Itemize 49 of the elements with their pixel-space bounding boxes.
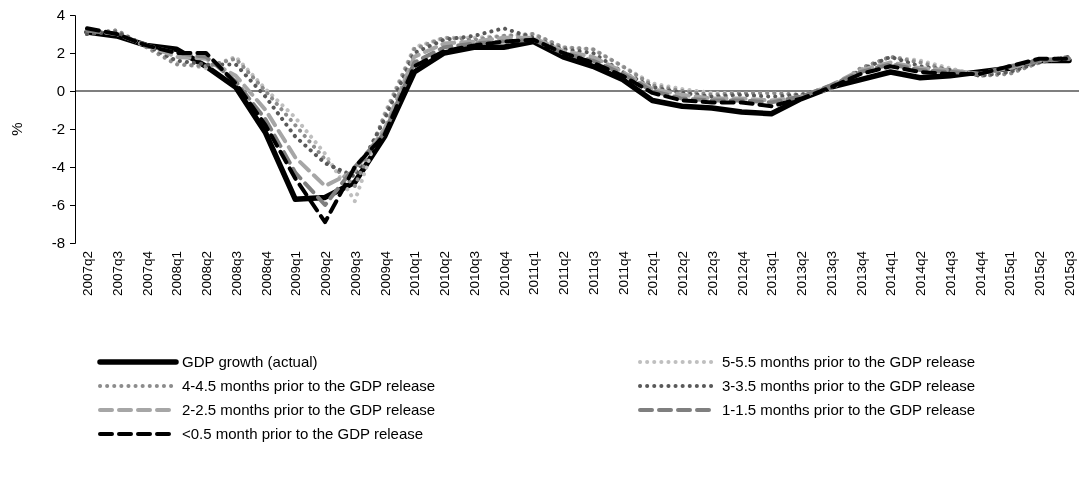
legend-label: 3-3.5 months prior to the GDP release: [722, 377, 976, 395]
x-tick-label: 2012q4: [734, 250, 750, 297]
legend-label: GDP growth (actual): [182, 353, 318, 371]
x-tick-label: 2007q4: [139, 250, 155, 297]
x-tick-label: 2013q2: [794, 251, 810, 297]
x-tick-label: 2015q1: [1002, 251, 1018, 297]
x-tick-label: 2014q3: [942, 251, 958, 297]
x-tick-label: 2014q2: [913, 251, 929, 297]
x-tick-label: 2007q2: [80, 251, 95, 297]
x-tick-label: 2007q3: [109, 251, 125, 297]
x-tick-label: 2009q1: [288, 251, 304, 297]
x-tick-label: 2009q2: [318, 251, 334, 297]
legend-label: <0.5 month prior to the GDP release: [182, 425, 424, 443]
x-tick-label: 2012q2: [675, 251, 691, 297]
x-tick-label: 2009q4: [377, 250, 393, 297]
x-tick-label: 2015q2: [1032, 251, 1048, 297]
x-tick-label: 2008q3: [228, 251, 244, 297]
x-tick-label: 2011q2: [556, 251, 572, 296]
x-tick-label: 2013q1: [764, 251, 780, 297]
y-tick-label: -2: [51, 120, 65, 138]
x-tick-label: 2010q3: [466, 251, 482, 297]
y-tick-label: -6: [51, 196, 65, 214]
x-tick-label: 2010q1: [407, 251, 423, 297]
y-tick-label: 2: [56, 44, 65, 62]
x-tick-label: 2009q3: [347, 251, 363, 297]
legend-label: 2-2.5 months prior to the GDP release: [182, 401, 436, 419]
x-tick-label: 2013q4: [853, 250, 869, 297]
y-tick-label: 4: [56, 6, 65, 24]
x-tick-label: 2014q1: [883, 251, 899, 297]
legend-label: 4-4.5 months prior to the GDP release: [182, 377, 436, 395]
y-axis-title: %: [8, 122, 25, 136]
x-tick-label: 2011q1: [526, 251, 542, 296]
x-tick-label: 2008q1: [169, 251, 185, 297]
legend-label: 5-5.5 months prior to the GDP release: [722, 353, 976, 371]
y-tick-label: 0: [56, 82, 65, 100]
x-tick-label: 2012q1: [645, 251, 661, 297]
x-tick-label: 2008q2: [199, 251, 215, 297]
x-tick-label: 2011q4: [615, 250, 631, 296]
x-tick-label: 2015q3: [1062, 251, 1077, 297]
y-tick-label: -4: [51, 158, 65, 176]
x-tick-label: 2011q3: [585, 251, 601, 296]
x-tick-label: 2014q4: [972, 250, 988, 297]
y-tick-label: -8: [51, 234, 65, 252]
x-tick-label: 2010q2: [437, 251, 453, 297]
x-tick-label: 2013q3: [823, 251, 839, 297]
x-tick-label: 2012q3: [704, 251, 720, 297]
legend-label: 1-1.5 months prior to the GDP release: [722, 401, 976, 419]
x-tick-label: 2010q4: [496, 250, 512, 297]
x-tick-label: 2008q4: [258, 250, 274, 297]
